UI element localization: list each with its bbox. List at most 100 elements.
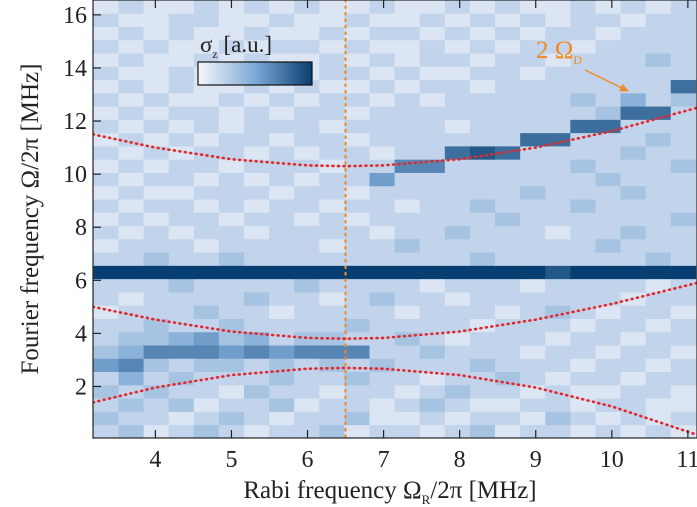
heatmap-cell: [118, 119, 144, 134]
heatmap-cell: [294, 185, 320, 200]
heatmap-cell: [294, 159, 320, 173]
heatmap-cell: [344, 199, 370, 213]
heatmap-cell: [469, 265, 496, 280]
heatmap-cell: [344, 265, 370, 280]
heatmap-cell: [419, 66, 446, 81]
heatmap-cell: [168, 398, 195, 412]
heatmap-cell: [344, 106, 370, 120]
plot-frame: [92, 0, 697, 439]
heatmap-cell: [495, 278, 521, 293]
heatmap-cell: [319, 185, 345, 200]
heatmap-cell: [344, 292, 370, 306]
heatmap-cell: [620, 106, 647, 120]
heatmap-cell: [620, 318, 647, 333]
heatmap-cell: [218, 106, 245, 120]
heatmap-cell: [570, 0, 596, 14]
heatmap-cell: [645, 252, 672, 266]
heatmap-cell: [520, 371, 546, 386]
heatmap-cell: [244, 318, 270, 333]
heatmap-cell: [218, 159, 245, 173]
heatmap-cell: [444, 411, 471, 426]
heatmap-cell: [469, 159, 496, 173]
heatmap-cell: [419, 39, 446, 54]
heatmap-cell: [344, 384, 370, 399]
heatmap-cell: [344, 345, 370, 359]
heatmap-cell: [244, 238, 270, 253]
x-label-main: Rabi frequency Ω: [243, 477, 421, 504]
heatmap-cell: [495, 119, 521, 134]
heatmap-cell: [319, 238, 345, 253]
heatmap-cell: [244, 0, 270, 14]
heatmap-cell: [419, 53, 446, 67]
heatmap-cell: [244, 172, 270, 187]
heatmap-cell: [218, 132, 245, 147]
heatmap-cell: [344, 172, 370, 187]
heatmap-cell: [369, 79, 396, 94]
heatmap-cell: [545, 159, 571, 173]
heatmap-cell: [93, 26, 119, 41]
heatmap-cell: [193, 146, 220, 160]
heatmap-cell: [344, 278, 370, 293]
heatmap-cell: [469, 345, 496, 359]
heatmap-cell: [319, 26, 345, 41]
heatmap-cell: [520, 358, 546, 373]
heatmap-cell: [520, 66, 546, 81]
heatmap-cell: [469, 424, 496, 438]
heatmap-cell: [269, 225, 295, 240]
heatmap-cell: [118, 39, 144, 54]
heatmap-cell: [595, 146, 621, 160]
heatmap-cell: [294, 305, 320, 319]
heatmap-cell: [595, 13, 621, 27]
heatmap-cell: [168, 212, 195, 227]
heatmap-cell: [394, 238, 421, 253]
heatmap-cell: [269, 318, 295, 333]
heatmap-cell: [469, 371, 496, 386]
heatmap-cell: [495, 159, 521, 173]
x-tick-label: 9: [530, 447, 542, 473]
heatmap-cell: [394, 92, 421, 107]
heatmap-cell: [143, 358, 170, 373]
heatmap-cell: [670, 358, 697, 373]
heatmap-cell: [394, 132, 421, 147]
heatmap-cell: [93, 53, 119, 67]
heatmap-cell: [269, 411, 295, 426]
heatmap-cell: [244, 106, 270, 120]
heatmap-cell: [93, 185, 119, 200]
heatmap-cell: [93, 424, 119, 438]
heatmap-cell: [244, 39, 270, 54]
heatmap-cell: [469, 119, 496, 134]
heatmap-cell: [444, 26, 471, 41]
heatmap-cell: [319, 411, 345, 426]
heatmap-cell: [244, 199, 270, 213]
heatmap-cell: [645, 238, 672, 253]
heatmap-cell: [118, 146, 144, 160]
heatmap-cell: [118, 278, 144, 293]
heatmap-cell: [520, 199, 546, 213]
heatmap-cell: [520, 159, 546, 173]
heatmap-cell: [545, 238, 571, 253]
heatmap-cell: [419, 79, 446, 94]
heatmap-cell: [570, 424, 596, 438]
x-tick-label: 4: [149, 447, 161, 473]
heatmap-cell: [469, 292, 496, 306]
heatmap-cell: [620, 411, 647, 426]
heatmap-cell: [218, 185, 245, 200]
heatmap-cell: [670, 132, 697, 147]
heatmap-cell: [394, 252, 421, 266]
heatmap-cell: [319, 0, 345, 14]
heatmap-cell: [444, 92, 471, 107]
heatmap-cell: [394, 39, 421, 54]
colorbar-label-rest: [a.u.]: [218, 32, 272, 57]
heatmap-cell: [93, 66, 119, 81]
heatmap-cell: [344, 358, 370, 373]
heatmap-cell: [670, 172, 697, 187]
heatmap-cell: [319, 384, 345, 399]
heatmap-cell: [444, 79, 471, 94]
heatmap-cell: [419, 292, 446, 306]
heatmap-cell: [394, 292, 421, 306]
heatmap-cell: [570, 79, 596, 94]
heatmap-cell: [444, 305, 471, 319]
heatmap-cell: [193, 398, 220, 412]
annotation-main: 2 Ω: [536, 37, 573, 64]
heatmap-cell: [444, 172, 471, 187]
